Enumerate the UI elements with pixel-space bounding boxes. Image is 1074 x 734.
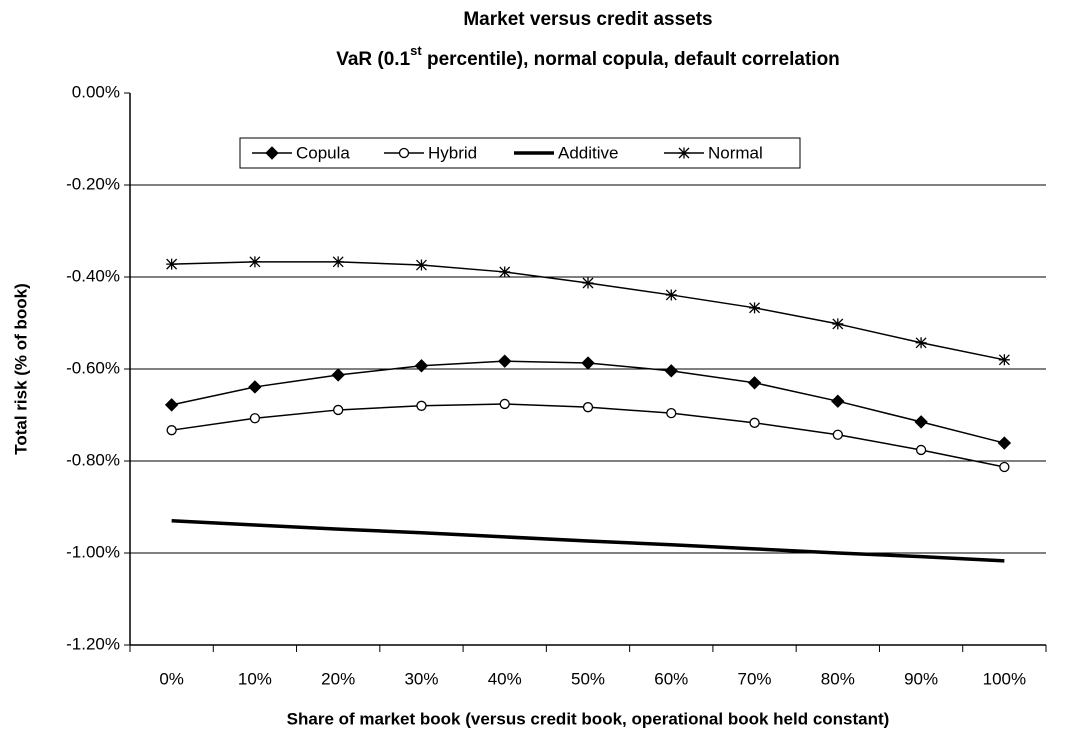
x-tick-label: 50%: [571, 669, 605, 688]
series-line: [171, 519, 1005, 563]
series-marker: [999, 461, 1010, 473]
subtitle-part: percentile), normal copula, default corr…: [422, 49, 840, 70]
y-tick-label: -0.40%: [66, 266, 120, 285]
chart-subtitle: VaR (0.1st percentile), normal copula, d…: [336, 43, 840, 70]
series-marker: [249, 256, 261, 268]
series-marker: [749, 302, 761, 314]
series-marker: [416, 400, 427, 411]
series-marker: [249, 413, 261, 424]
series-marker: [997, 436, 1012, 450]
y-axis-label: Total risk (% of book): [11, 283, 30, 455]
x-tick-label: 0%: [159, 669, 184, 688]
series-marker: [581, 356, 595, 370]
chart-title: Market versus credit assets: [463, 9, 712, 30]
series-marker: [914, 415, 928, 429]
y-tick-label: -0.60%: [66, 358, 120, 377]
subtitle-part: VaR (0.1: [336, 49, 410, 70]
series-marker: [998, 354, 1010, 366]
x-tick-label: 70%: [738, 669, 772, 688]
series-marker: [915, 444, 927, 456]
series-marker: [166, 425, 177, 436]
series-marker: [332, 256, 344, 268]
x-tick-label: 10%: [238, 669, 272, 688]
x-tick-label: 80%: [821, 669, 855, 688]
series-marker: [498, 354, 512, 368]
x-axis-label: Share of market book (versus credit book…: [287, 709, 890, 728]
x-tick-label: 90%: [904, 669, 938, 688]
legend-label: Copula: [296, 143, 350, 162]
series-marker: [749, 417, 760, 428]
legend-label: Additive: [558, 143, 618, 162]
series-marker: [832, 318, 844, 330]
legend-marker: [678, 147, 690, 159]
legend-label: Hybrid: [428, 143, 477, 162]
y-tick-label: -0.20%: [66, 174, 120, 193]
series-marker: [166, 258, 178, 270]
series-marker: [747, 376, 762, 390]
series-marker: [415, 259, 427, 271]
series-marker: [331, 368, 345, 382]
y-tick-label: -1.20%: [66, 634, 120, 653]
x-tick-label: 40%: [488, 669, 522, 688]
series-marker: [499, 398, 510, 410]
series-marker: [164, 398, 179, 412]
subtitle-superscript: st: [410, 43, 422, 58]
series-marker: [831, 394, 845, 408]
series-marker: [666, 408, 677, 419]
series-marker: [333, 404, 344, 416]
series-marker: [414, 359, 429, 373]
x-tick-label: 20%: [321, 669, 355, 688]
series-marker: [832, 429, 843, 440]
y-tick-label: -0.80%: [66, 450, 120, 469]
series-marker: [499, 266, 511, 278]
x-tick-label: 30%: [404, 669, 438, 688]
series-marker: [915, 337, 927, 349]
series-marker: [664, 364, 678, 378]
legend-marker: [265, 146, 279, 160]
series-marker: [582, 277, 594, 289]
legend-label: Normal: [708, 143, 763, 162]
x-tick-label: 60%: [654, 669, 688, 688]
y-tick-label: -1.00%: [66, 542, 120, 561]
series-marker: [248, 380, 262, 394]
x-tick-label: 100%: [983, 669, 1026, 688]
y-tick-label: 0.00%: [72, 82, 120, 101]
series-marker: [582, 402, 594, 413]
legend-marker: [398, 147, 410, 159]
series-marker: [665, 289, 677, 301]
series-line: [171, 403, 1005, 468]
